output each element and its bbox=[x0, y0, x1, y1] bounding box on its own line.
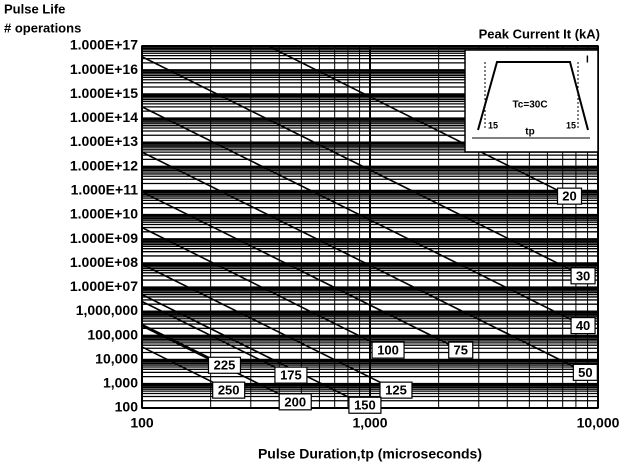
curve-label-box bbox=[371, 341, 405, 359]
inset-width: tp bbox=[525, 127, 534, 138]
legend-title: Peak Current It (kA) bbox=[479, 26, 600, 41]
y-tick-label: 1.000E+15 bbox=[70, 85, 138, 101]
inset-fall: 15 bbox=[566, 120, 576, 130]
y-tick-label: 1,000 bbox=[103, 375, 138, 391]
legend-entry: 150 bbox=[354, 398, 376, 413]
curve-label-box bbox=[278, 393, 312, 411]
curves bbox=[142, 46, 586, 406]
legend-entry: 200 bbox=[284, 394, 306, 409]
y-tick-label: 1.000E+17 bbox=[70, 37, 138, 53]
curve-label-box bbox=[348, 396, 382, 414]
legend-entry: 175 bbox=[280, 368, 302, 383]
curve bbox=[266, 46, 570, 197]
inset-current: I bbox=[586, 55, 589, 66]
inset-temp: Tc=30C bbox=[512, 100, 547, 111]
legend-entry: 40 bbox=[576, 318, 590, 333]
y-tick-label: 1.000E+14 bbox=[70, 109, 138, 125]
curve-label-box bbox=[448, 341, 474, 359]
curve-label-box bbox=[379, 381, 413, 399]
y-tick-label: 1.000E+11 bbox=[71, 182, 139, 198]
y-tick-label: 1.000E+12 bbox=[70, 157, 138, 173]
curve bbox=[142, 151, 586, 374]
legend-entry: 20 bbox=[562, 189, 576, 204]
pulse-shape bbox=[477, 61, 589, 131]
y-tick-label: 100 bbox=[115, 399, 139, 415]
inset-box bbox=[464, 49, 599, 153]
legend-entry: 100 bbox=[377, 343, 399, 358]
curve-label-box bbox=[572, 363, 598, 381]
curve-labels: 20 30 40 50 75 100 125 150 175 200 225 250 bbox=[207, 187, 598, 414]
y-axis-label: # operations bbox=[4, 20, 81, 35]
legend-entry: 225 bbox=[214, 358, 236, 373]
y-tick-label: 1.000E+13 bbox=[70, 133, 138, 149]
y-tick-label: 1,000,000 bbox=[76, 302, 138, 318]
curve-label-box bbox=[570, 267, 596, 285]
curve bbox=[142, 263, 397, 391]
chart-title: Pulse Life bbox=[4, 1, 65, 16]
x-tick-label: 10,000 bbox=[577, 415, 620, 431]
curve bbox=[142, 191, 462, 351]
legend-entry: 30 bbox=[576, 268, 590, 283]
y-tick-label: 1.000E+16 bbox=[70, 61, 138, 77]
curve-label-box bbox=[556, 187, 583, 205]
x-axis-label: Pulse Duration,tp (microseconds) bbox=[258, 446, 482, 462]
curve-label-box bbox=[570, 316, 596, 335]
curve bbox=[142, 55, 584, 277]
curve bbox=[142, 106, 584, 327]
y-tick-label: 1.000E+10 bbox=[70, 206, 138, 222]
curve-label-box bbox=[274, 366, 308, 384]
curve bbox=[142, 226, 389, 351]
grid bbox=[141, 45, 599, 409]
curve-label-box bbox=[212, 381, 246, 399]
y-tick-label: 1.000E+09 bbox=[70, 230, 138, 246]
inset-rise: 15 bbox=[488, 120, 498, 130]
legend-entry: 250 bbox=[218, 383, 240, 398]
curve bbox=[142, 300, 292, 376]
curve-label-box bbox=[207, 356, 242, 374]
x-tick-label: 100 bbox=[130, 415, 154, 431]
y-tick-label: 1.000E+08 bbox=[70, 254, 138, 270]
inset: Tc=30C tp 15 15 I bbox=[464, 49, 599, 153]
x-tick-label: 1,000 bbox=[352, 415, 387, 431]
y-tick-label: 1.000E+07 bbox=[70, 278, 138, 294]
legend-entry: 50 bbox=[578, 365, 592, 380]
y-tick-label: 10,000 bbox=[95, 350, 138, 366]
legend-entry: 125 bbox=[385, 383, 407, 398]
legend-entry: 75 bbox=[453, 343, 467, 358]
y-tick-label: 100,000 bbox=[87, 326, 138, 342]
curve bbox=[142, 293, 366, 406]
